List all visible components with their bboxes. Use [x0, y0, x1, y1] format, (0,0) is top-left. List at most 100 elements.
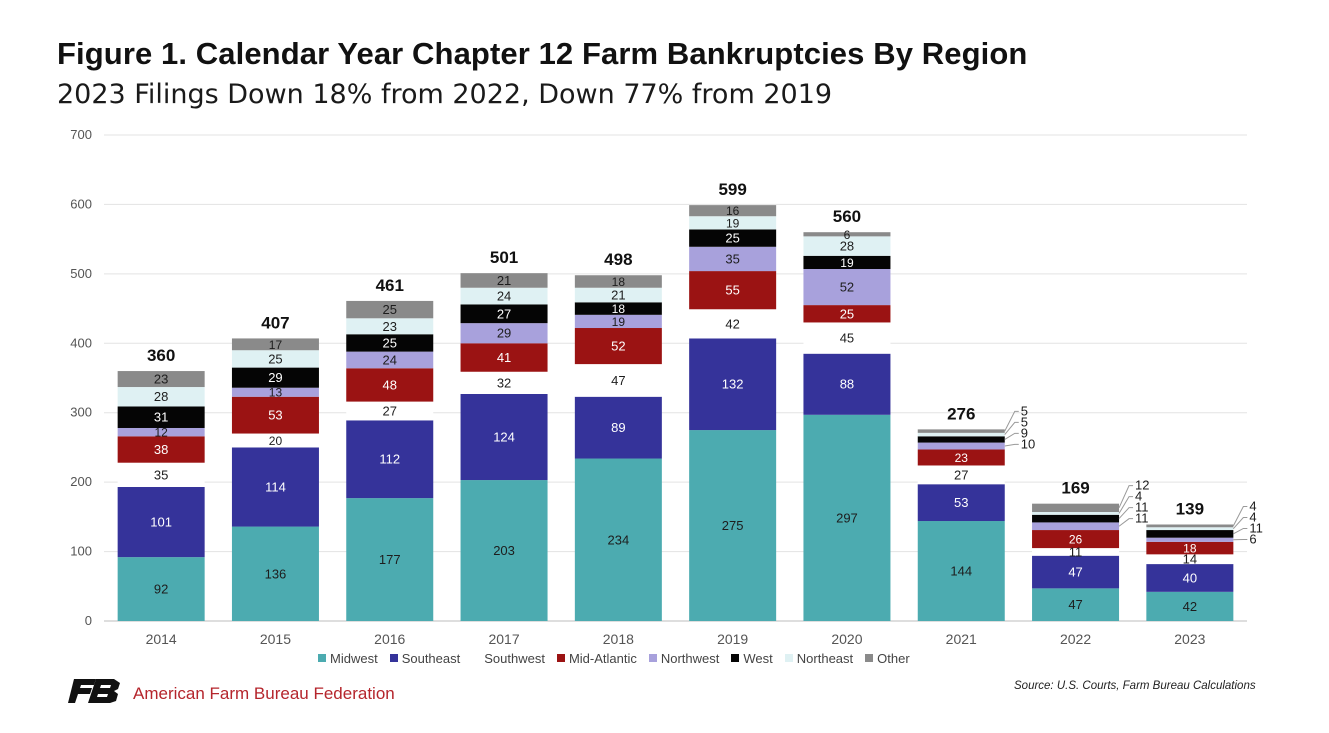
data-label: 42 — [725, 316, 739, 331]
x-tick-label: 2019 — [717, 631, 748, 647]
chart-subtitle: 2023 Filings Down 18% from 2022, Down 77… — [57, 79, 833, 110]
bar-segment — [346, 351, 434, 369]
bar-segment — [689, 229, 777, 247]
callout-label: 11 — [1135, 511, 1149, 526]
leader-line — [1004, 432, 1019, 440]
bar-segment — [574, 275, 662, 288]
bar-segment — [574, 396, 662, 459]
x-tick-label: 2014 — [146, 631, 177, 647]
bar-segment — [574, 287, 662, 303]
legend-label: West — [743, 650, 773, 666]
data-label: 203 — [493, 543, 515, 558]
total-label: 139 — [1176, 499, 1204, 518]
data-label: 42 — [1183, 599, 1197, 614]
legend-label: Other — [877, 650, 910, 666]
data-label: 25 — [725, 231, 739, 246]
legend-swatch — [389, 654, 398, 662]
data-label: 27 — [497, 306, 511, 321]
data-label: 124 — [493, 430, 515, 445]
bar-segment — [1032, 530, 1120, 549]
bar-segment — [1146, 530, 1234, 538]
legend-swatch — [731, 654, 740, 662]
data-label: 297 — [836, 510, 858, 525]
legend-item: Southeast — [389, 650, 460, 666]
bar-segment — [117, 387, 205, 407]
data-label: 38 — [154, 442, 168, 457]
y-tick-label: 200 — [70, 474, 92, 489]
data-label: 12 — [154, 426, 168, 440]
bar-segment — [1146, 554, 1234, 565]
data-label: 16 — [726, 204, 740, 218]
total-label: 599 — [718, 180, 746, 199]
legend-label: Midwest — [330, 650, 378, 666]
callout-label: 4 — [1135, 489, 1142, 504]
data-label: 144 — [950, 564, 972, 579]
data-label: 47 — [1068, 565, 1082, 580]
bar-segment — [803, 414, 891, 621]
total-label: 360 — [147, 346, 175, 365]
bar-segment — [917, 484, 1005, 522]
y-tick-label: 100 — [70, 544, 92, 559]
bar-segment — [1032, 514, 1120, 523]
data-label: 47 — [1068, 597, 1082, 612]
data-label: 275 — [722, 518, 744, 533]
x-tick-label: 2016 — [374, 631, 405, 647]
data-label: 52 — [611, 339, 625, 354]
bar-segment — [117, 557, 205, 621]
data-label: 55 — [725, 283, 739, 298]
callout-label: 4 — [1249, 498, 1256, 513]
bar-segment — [346, 318, 434, 335]
legend-swatch — [865, 654, 874, 662]
leader-line — [1232, 505, 1248, 527]
bar-segment — [460, 287, 548, 305]
data-label: 89 — [611, 420, 625, 435]
callout-label: 6 — [1249, 531, 1256, 546]
leader-line — [1232, 516, 1248, 529]
y-tick-label: 700 — [70, 127, 92, 142]
data-label: 25 — [383, 302, 397, 317]
bar-segment — [1032, 503, 1120, 512]
bar-segment — [1146, 537, 1234, 542]
bar-segment — [803, 255, 891, 269]
bar-segment — [1032, 555, 1120, 589]
bar-segment — [574, 328, 662, 365]
data-label: 114 — [265, 480, 286, 495]
data-label: 52 — [840, 280, 854, 295]
bar-segment — [1146, 591, 1234, 621]
leader-line — [1118, 507, 1134, 519]
chart-legend: Midwest Southeast Southwest Mid-Atlantic Nor… — [318, 650, 910, 666]
leader-line — [1233, 527, 1248, 535]
data-label: 19 — [612, 315, 626, 329]
data-label: 25 — [383, 335, 397, 350]
bar-segment — [1032, 511, 1120, 515]
bar-segment — [689, 338, 777, 431]
data-label: 47 — [611, 373, 625, 388]
total-label: 461 — [376, 276, 404, 295]
bar-segment — [689, 216, 777, 230]
bar-segment — [231, 367, 319, 388]
bar-segment — [689, 309, 777, 339]
leader-line — [1004, 443, 1019, 447]
data-label: 21 — [611, 288, 625, 303]
bar-segment — [917, 442, 1005, 450]
data-label: 35 — [725, 251, 739, 266]
bar-segment — [460, 304, 548, 324]
legend-swatch — [318, 654, 326, 662]
data-label: 19 — [840, 256, 854, 270]
bar-segment — [1146, 527, 1234, 531]
bar-segment — [917, 449, 1005, 466]
data-label: 32 — [497, 375, 511, 390]
data-label: 27 — [383, 403, 397, 418]
bar-segment — [346, 420, 434, 499]
x-tick-label: 2023 — [1174, 631, 1205, 647]
legend-swatch — [648, 654, 657, 662]
x-tick-label: 2017 — [488, 631, 519, 647]
data-label: 23 — [955, 451, 969, 465]
bar-segment — [917, 521, 1005, 621]
bar-segment — [917, 465, 1005, 485]
legend-label: Southwest — [484, 650, 545, 666]
bar-segment — [231, 387, 319, 397]
y-tick-label: 300 — [70, 405, 92, 420]
bar-segment — [460, 273, 548, 288]
bar-segment — [803, 236, 891, 256]
